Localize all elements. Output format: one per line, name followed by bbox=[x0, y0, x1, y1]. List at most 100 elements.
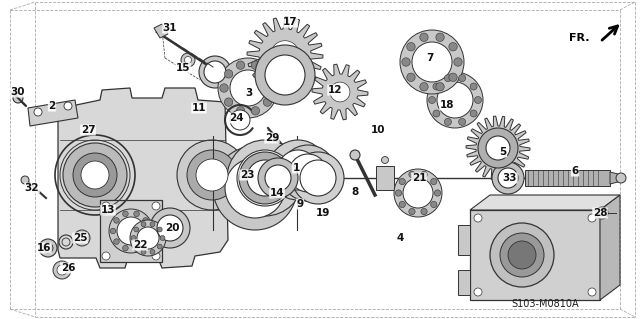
Polygon shape bbox=[312, 64, 368, 120]
Circle shape bbox=[420, 33, 428, 41]
Text: 24: 24 bbox=[228, 113, 243, 123]
Circle shape bbox=[255, 45, 315, 105]
Circle shape bbox=[123, 245, 128, 251]
Circle shape bbox=[114, 218, 119, 223]
Text: 26: 26 bbox=[61, 263, 76, 273]
Polygon shape bbox=[458, 225, 470, 255]
Circle shape bbox=[157, 227, 162, 232]
Circle shape bbox=[437, 82, 473, 118]
Circle shape bbox=[34, 108, 42, 116]
Circle shape bbox=[150, 208, 190, 248]
Circle shape bbox=[236, 61, 244, 69]
Circle shape bbox=[444, 75, 451, 82]
Circle shape bbox=[181, 53, 195, 67]
Polygon shape bbox=[470, 210, 600, 300]
Circle shape bbox=[160, 235, 165, 241]
Circle shape bbox=[263, 70, 271, 78]
Text: 19: 19 bbox=[316, 208, 330, 218]
Circle shape bbox=[204, 61, 226, 83]
Circle shape bbox=[110, 228, 116, 234]
Circle shape bbox=[73, 153, 117, 197]
Circle shape bbox=[114, 239, 119, 244]
Circle shape bbox=[102, 252, 110, 260]
Circle shape bbox=[230, 110, 250, 130]
Text: 10: 10 bbox=[371, 125, 385, 135]
Circle shape bbox=[588, 288, 596, 296]
Circle shape bbox=[431, 178, 437, 185]
Bar bbox=[376, 166, 394, 190]
Circle shape bbox=[237, 150, 293, 206]
Circle shape bbox=[102, 202, 110, 210]
Circle shape bbox=[143, 239, 148, 244]
Circle shape bbox=[53, 261, 71, 279]
Circle shape bbox=[141, 222, 146, 227]
Circle shape bbox=[78, 234, 86, 242]
Circle shape bbox=[143, 218, 148, 223]
Circle shape bbox=[134, 244, 139, 249]
Circle shape bbox=[407, 42, 415, 51]
Circle shape bbox=[474, 97, 481, 103]
Circle shape bbox=[508, 241, 536, 269]
Circle shape bbox=[498, 168, 518, 188]
Circle shape bbox=[436, 83, 444, 91]
Polygon shape bbox=[154, 24, 168, 38]
Circle shape bbox=[199, 56, 231, 88]
Circle shape bbox=[43, 243, 53, 253]
Circle shape bbox=[225, 98, 233, 106]
Circle shape bbox=[292, 152, 344, 204]
Text: 31: 31 bbox=[163, 23, 177, 33]
Circle shape bbox=[409, 171, 415, 178]
Circle shape bbox=[459, 75, 466, 82]
Text: 3: 3 bbox=[245, 88, 253, 98]
Circle shape bbox=[474, 288, 482, 296]
Circle shape bbox=[271, 41, 300, 69]
Circle shape bbox=[431, 201, 437, 208]
Circle shape bbox=[131, 235, 136, 241]
Bar bbox=[525, 170, 610, 186]
Circle shape bbox=[123, 211, 128, 217]
Circle shape bbox=[64, 102, 72, 110]
Circle shape bbox=[421, 171, 427, 178]
Circle shape bbox=[137, 227, 159, 249]
Text: 9: 9 bbox=[296, 199, 303, 209]
Circle shape bbox=[184, 56, 191, 63]
Polygon shape bbox=[28, 100, 78, 126]
Circle shape bbox=[39, 239, 57, 257]
Circle shape bbox=[130, 220, 166, 256]
Circle shape bbox=[268, 84, 276, 92]
Circle shape bbox=[289, 154, 327, 192]
Text: 6: 6 bbox=[572, 166, 579, 176]
Circle shape bbox=[412, 42, 452, 82]
Text: 4: 4 bbox=[396, 233, 404, 243]
Circle shape bbox=[117, 217, 145, 245]
Polygon shape bbox=[58, 88, 228, 268]
Circle shape bbox=[134, 227, 139, 232]
Text: S103-M0810A: S103-M0810A bbox=[511, 299, 579, 309]
Circle shape bbox=[444, 118, 451, 125]
Circle shape bbox=[134, 211, 140, 217]
Circle shape bbox=[436, 33, 444, 41]
Circle shape bbox=[459, 118, 466, 125]
Circle shape bbox=[399, 201, 405, 208]
Text: 27: 27 bbox=[81, 125, 95, 135]
Circle shape bbox=[21, 176, 29, 184]
Circle shape bbox=[588, 214, 596, 222]
Circle shape bbox=[429, 97, 435, 103]
Circle shape bbox=[300, 160, 336, 196]
Text: 28: 28 bbox=[593, 208, 607, 218]
Polygon shape bbox=[458, 270, 470, 295]
Polygon shape bbox=[100, 200, 162, 262]
Circle shape bbox=[220, 84, 228, 92]
Text: 8: 8 bbox=[351, 187, 358, 197]
Circle shape bbox=[449, 73, 457, 81]
Text: 21: 21 bbox=[412, 173, 426, 183]
Circle shape bbox=[407, 73, 415, 81]
Circle shape bbox=[490, 223, 554, 287]
Circle shape bbox=[57, 265, 67, 275]
Circle shape bbox=[427, 72, 483, 128]
Text: 13: 13 bbox=[100, 205, 115, 215]
Circle shape bbox=[350, 150, 360, 160]
Circle shape bbox=[225, 70, 233, 78]
Circle shape bbox=[596, 207, 608, 219]
Text: 12: 12 bbox=[328, 85, 342, 95]
